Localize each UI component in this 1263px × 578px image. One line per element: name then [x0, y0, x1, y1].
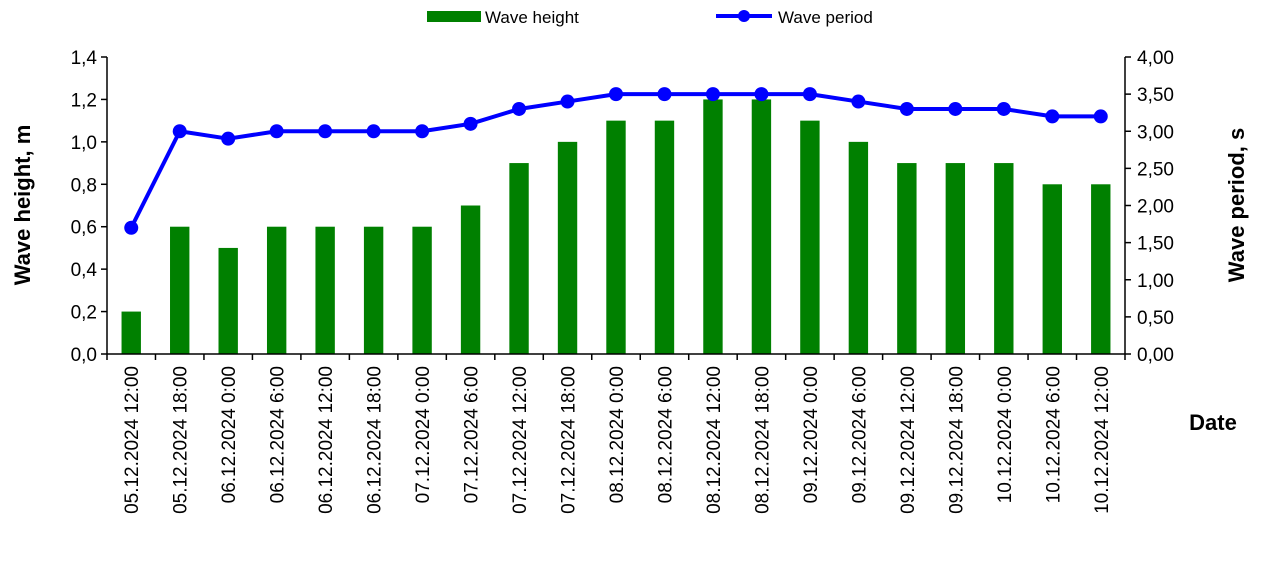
bar-wave-height: [800, 120, 820, 354]
y-axis-ticks: 0,0 0,2 0,4 0,6 0,8 1,0 1,2 1,4: [71, 48, 107, 366]
legend-label-wave-height: Wave height: [485, 8, 579, 27]
y-tick-label: 1,0: [71, 133, 97, 154]
x-tick-label: 08.12.2024 12:00: [704, 366, 725, 514]
y-tick-label: 0,6: [71, 218, 97, 239]
x-tick-label: 10.12.2024 6:00: [1043, 366, 1064, 503]
x-tick-label: 07.12.2024 12:00: [510, 366, 531, 514]
legend: Wave height Wave period: [427, 8, 873, 27]
x-tick-label: 10.12.2024 0:00: [995, 366, 1016, 503]
bar-wave-height: [509, 163, 529, 354]
x-tick-label: 09.12.2024 0:00: [801, 366, 822, 503]
legend-item-wave-period: Wave period: [716, 8, 873, 27]
bar-wave-height: [848, 141, 869, 354]
legend-label-wave-period: Wave period: [778, 8, 873, 27]
bar-wave-height: [412, 226, 432, 354]
y-tick-label: 1,4: [71, 48, 98, 69]
y2-tick-label: 3,50: [1137, 85, 1174, 106]
y-axis-title: Wave height, m: [10, 125, 35, 286]
bar-wave-height: [1042, 184, 1062, 354]
point-wave-period: [512, 101, 527, 116]
point-wave-period: [124, 220, 139, 235]
y2-axis-ticks: 0,00 0,50 1,00 1,50 2,00 2,50 3,00 3,50 4,00: [1125, 48, 1174, 366]
point-wave-period: [221, 131, 236, 146]
bar-wave-height: [460, 205, 481, 354]
legend-item-wave-height: Wave height: [427, 8, 579, 27]
bar-wave-height: [218, 247, 238, 354]
point-wave-period: [657, 87, 672, 102]
bar-wave-height: [557, 141, 578, 354]
point-wave-period: [1045, 109, 1060, 124]
y2-tick-label: 1,50: [1137, 234, 1174, 255]
x-tick-label: 05.12.2024 12:00: [122, 366, 143, 514]
point-wave-period: [754, 87, 769, 102]
bar-wave-height: [897, 163, 917, 354]
point-wave-period: [366, 124, 381, 139]
x-tick-label: 09.12.2024 18:00: [946, 366, 967, 514]
point-wave-period: [318, 124, 333, 139]
point-wave-period: [463, 116, 478, 131]
point-wave-period: [851, 94, 866, 109]
x-tick-label: 07.12.2024 0:00: [413, 366, 434, 503]
y2-tick-label: 2,00: [1137, 197, 1174, 218]
bar-wave-height: [945, 163, 966, 354]
x-tick-label: 06.12.2024 6:00: [268, 366, 289, 503]
x-tick-label: 08.12.2024 18:00: [752, 366, 773, 514]
bar-wave-height: [606, 120, 626, 354]
x-tick-label: 07.12.2024 18:00: [559, 366, 580, 514]
point-wave-period: [269, 124, 284, 139]
point-wave-period: [609, 87, 623, 102]
y2-axis-title: Wave period, s: [1224, 128, 1249, 282]
bar-wave-height: [654, 120, 675, 354]
point-wave-period: [705, 87, 720, 102]
legend-swatch-wave-height: [427, 11, 481, 22]
point-wave-period: [996, 101, 1011, 116]
y2-tick-label: 4,00: [1137, 48, 1174, 69]
y-tick-label: 1,2: [71, 90, 97, 111]
x-tick-label: 05.12.2024 18:00: [171, 366, 192, 514]
point-wave-period: [1093, 109, 1108, 124]
bar-wave-height: [994, 163, 1014, 354]
bar-wave-height: [751, 99, 772, 355]
y2-tick-label: 2,50: [1137, 159, 1174, 180]
x-tick-label: 06.12.2024 18:00: [365, 366, 386, 514]
point-wave-period: [948, 101, 963, 116]
y-tick-label: 0,0: [71, 345, 97, 366]
x-tick-label: 06.12.2024 0:00: [219, 366, 240, 503]
x-tick-label: 09.12.2024 6:00: [849, 366, 870, 503]
y-tick-label: 0,8: [71, 175, 97, 196]
y2-tick-label: 1,00: [1137, 271, 1174, 292]
x-tick-label: 10.12.2024 12:00: [1092, 366, 1113, 514]
bar-wave-height: [703, 99, 723, 355]
x-axis-title: Date: [1189, 410, 1237, 435]
x-tick-label: 08.12.2024 0:00: [607, 366, 628, 503]
bar-wave-height: [1091, 184, 1111, 354]
bar-wave-height: [315, 226, 335, 354]
x-tick-label: 09.12.2024 12:00: [898, 366, 919, 514]
bar-wave-height: [121, 311, 141, 354]
point-wave-period: [172, 124, 187, 139]
x-tick-label: 06.12.2024 12:00: [316, 366, 337, 514]
x-axis-ticks: 05.12.2024 12:00 05.12.2024 18:00 06.12.20…: [106, 354, 1126, 514]
legend-marker-wave-period: [738, 10, 750, 22]
point-wave-period: [899, 101, 914, 116]
point-wave-period: [802, 87, 817, 102]
y-tick-label: 0,4: [71, 260, 98, 281]
bar-wave-height: [170, 226, 190, 354]
y2-tick-label: 0,50: [1137, 308, 1174, 329]
y-tick-label: 0,2: [71, 303, 97, 324]
wave-height-bars: [121, 99, 1111, 355]
y2-tick-label: 3,00: [1137, 122, 1174, 143]
x-tick-label: 08.12.2024 6:00: [655, 366, 676, 503]
point-wave-period: [415, 124, 430, 139]
bar-wave-height: [266, 226, 287, 354]
y2-tick-label: 0,00: [1137, 345, 1174, 366]
point-wave-period: [560, 94, 575, 109]
x-tick-label: 07.12.2024 6:00: [462, 366, 483, 503]
wave-period-line: [124, 87, 1108, 235]
bar-wave-height: [363, 226, 384, 354]
